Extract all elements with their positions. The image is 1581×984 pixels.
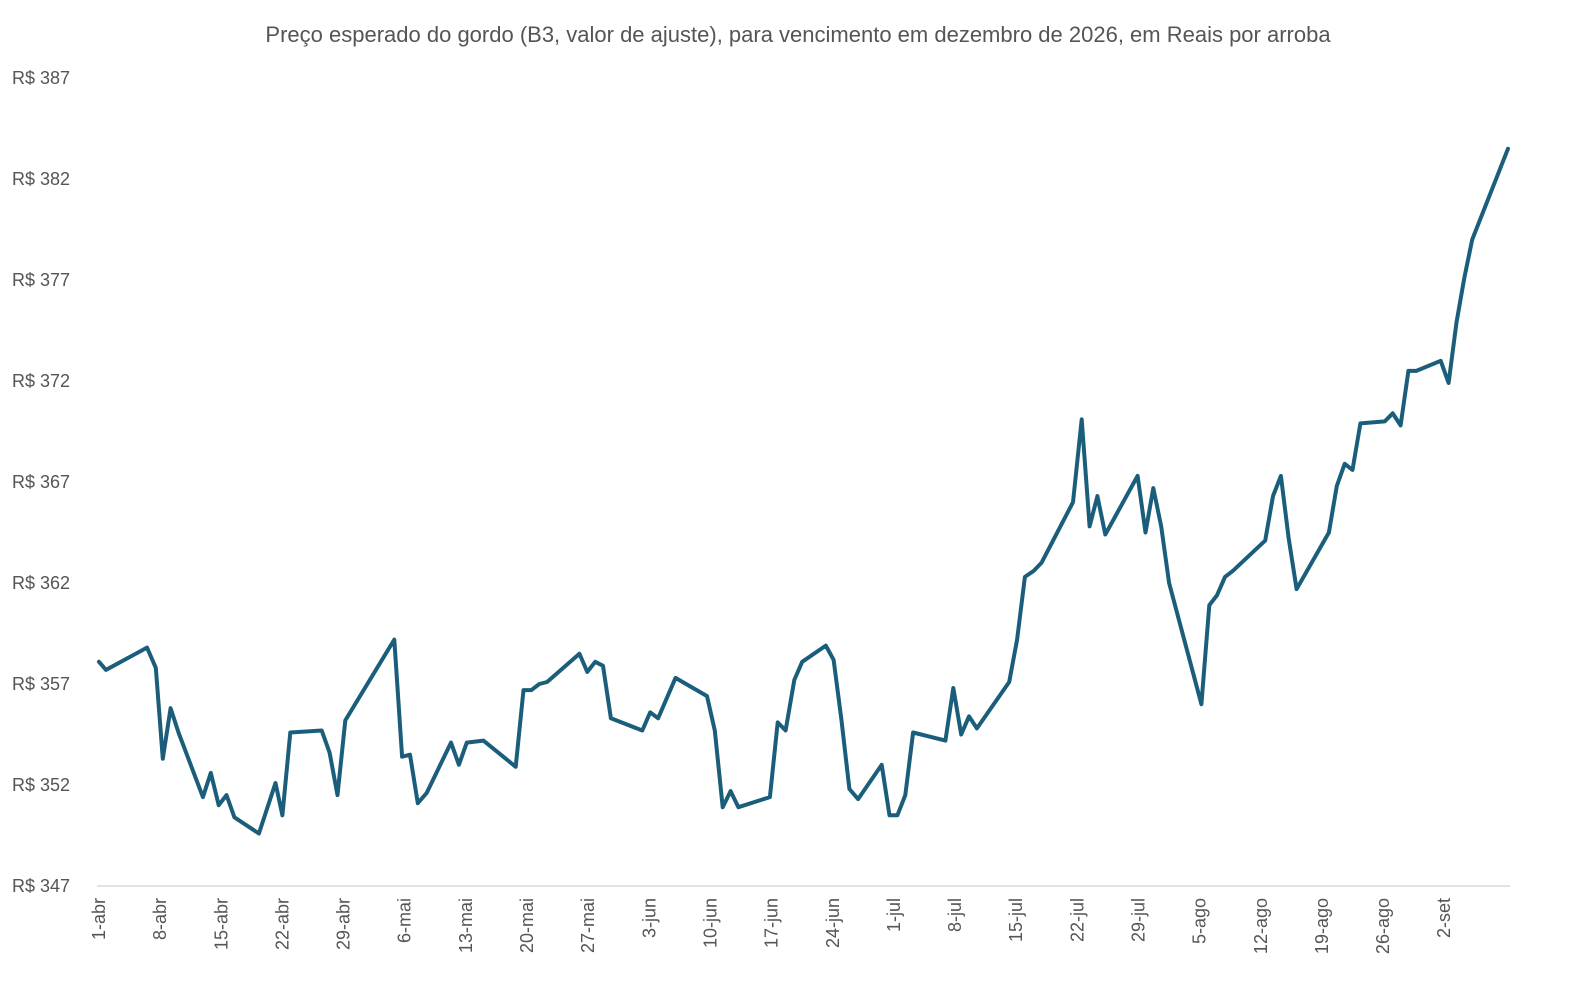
y-tick-label: R$ 347 xyxy=(12,876,70,896)
x-tick-label: 15-abr xyxy=(211,898,231,950)
y-tick-label: R$ 362 xyxy=(12,573,70,593)
x-tick-label: 29-abr xyxy=(334,898,354,950)
x-tick-label: 27-mai xyxy=(578,898,598,953)
x-axis-ticks: 1-abr 8-abr 15-abr 22-abr 29-abr 6-mai 13-mai 2… xyxy=(89,898,1454,954)
x-tick-label: 6-mai xyxy=(395,898,415,943)
x-tick-label: 8-jul xyxy=(945,898,965,932)
x-tick-label: 20-mai xyxy=(517,898,537,953)
x-tick-label: 2-set xyxy=(1434,898,1454,938)
x-tick-label: 29-jul xyxy=(1128,898,1148,942)
price-series-line xyxy=(97,146,1510,836)
x-tick-label: 17-jun xyxy=(762,898,782,948)
y-tick-label: R$ 367 xyxy=(12,472,70,492)
x-tick-label: 5-ago xyxy=(1190,898,1210,944)
x-tick-label: 10-jun xyxy=(700,898,720,948)
y-tick-label: R$ 382 xyxy=(12,169,70,189)
x-tick-label: 15-jul xyxy=(1006,898,1026,942)
x-tick-label: 13-mai xyxy=(456,898,476,953)
x-tick-label: 12-ago xyxy=(1251,898,1271,954)
chart-title: Preço esperado do gordo (B3, valor de aj… xyxy=(265,22,1331,47)
y-tick-label: R$ 352 xyxy=(12,775,70,795)
y-tick-label: R$ 357 xyxy=(12,674,70,694)
x-tick-label: 19-ago xyxy=(1312,898,1332,954)
x-tick-label: 1-jul xyxy=(884,898,904,932)
y-tick-label: R$ 387 xyxy=(12,68,70,88)
x-tick-label: 1-abr xyxy=(89,898,109,940)
y-tick-label: R$ 377 xyxy=(12,270,70,290)
x-tick-label: 22-abr xyxy=(272,898,292,950)
x-tick-label: 22-jul xyxy=(1067,898,1087,942)
x-tick-label: 24-jun xyxy=(823,898,843,948)
x-tick-label: 8-abr xyxy=(150,898,170,940)
y-axis-ticks: R$ 347 R$ 352 R$ 357 R$ 362 R$ 367 R$ 372 R$ 3… xyxy=(12,68,70,896)
y-tick-label: R$ 372 xyxy=(12,371,70,391)
x-tick-label: 26-ago xyxy=(1373,898,1393,954)
x-tick-label: 3-jun xyxy=(639,898,659,938)
